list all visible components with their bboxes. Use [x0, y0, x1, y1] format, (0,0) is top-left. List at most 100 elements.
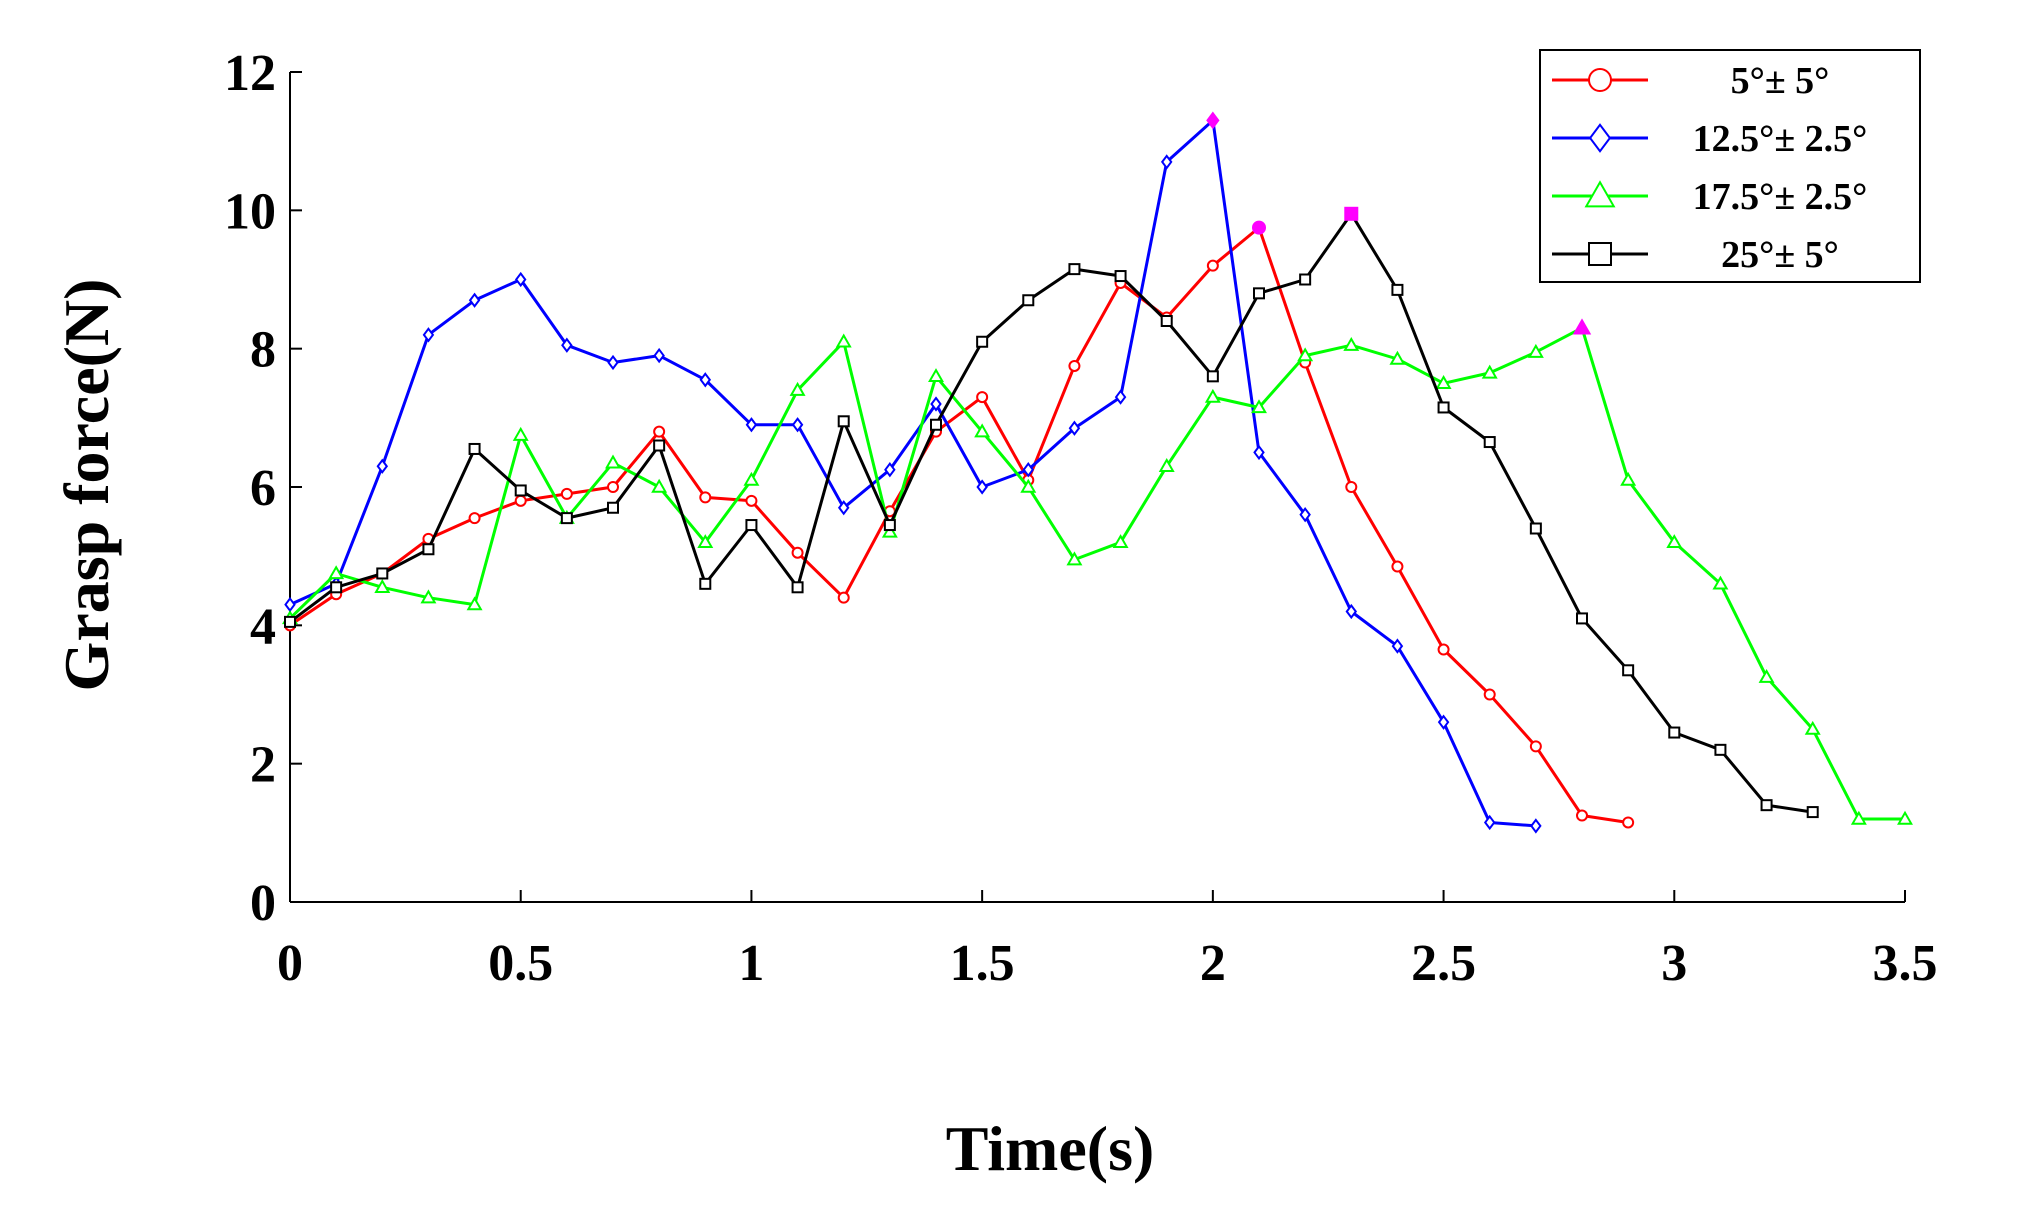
- data-point: [1437, 714, 1450, 730]
- data-point: [1481, 364, 1498, 379]
- series-4: [284, 206, 1819, 819]
- legend-marker: [1588, 68, 1612, 92]
- data-point: [1206, 259, 1219, 272]
- data-point: [607, 354, 619, 371]
- data-point: [1204, 388, 1221, 403]
- legend-entry: 25°± 5°: [1552, 234, 1839, 276]
- data-point: [1251, 399, 1267, 414]
- data-point: [976, 479, 988, 495]
- data-point: [1622, 816, 1635, 829]
- data-point: [1391, 638, 1404, 654]
- data-point: [745, 494, 758, 507]
- data-point: [328, 565, 345, 580]
- x-tick-label: 3: [1661, 935, 1687, 992]
- y-tick-label: 8: [250, 322, 276, 379]
- data-point: [1804, 720, 1821, 735]
- peak-point: [1344, 206, 1359, 221]
- data-point: [1529, 740, 1542, 753]
- data-point: [653, 439, 666, 452]
- data-point: [514, 494, 527, 507]
- series-3: [282, 318, 1913, 825]
- data-point: [468, 292, 481, 308]
- data-point: [514, 484, 527, 497]
- legend-entry: 12.5°± 2.5°: [1552, 118, 1867, 160]
- data-point: [699, 577, 712, 590]
- data-point: [1620, 471, 1637, 486]
- data-point: [422, 543, 435, 556]
- data-point: [330, 581, 343, 594]
- data-point: [1160, 315, 1173, 327]
- data-point: [1850, 810, 1867, 825]
- x-tick-label: 2: [1200, 935, 1226, 992]
- data-point: [1760, 799, 1773, 812]
- data-point: [1527, 343, 1544, 358]
- legend-label: 25°± 5°: [1721, 234, 1839, 276]
- data-point: [1066, 551, 1083, 566]
- data-point: [697, 534, 714, 549]
- data-point: [1622, 664, 1635, 677]
- data-point: [743, 471, 760, 486]
- data-point: [1435, 374, 1452, 389]
- data-point: [1530, 818, 1542, 834]
- axes: 0 0.5 1 1.5 2 2.5 3 3.5 0 2 4 6 8 10 12: [224, 45, 1938, 992]
- data-point: [974, 423, 991, 438]
- data-point: [883, 519, 896, 532]
- data-point: [1299, 506, 1311, 523]
- data-point: [1068, 420, 1081, 436]
- data-point: [512, 426, 529, 441]
- data-point: [928, 368, 944, 383]
- data-point: [699, 372, 712, 388]
- data-point: [835, 333, 852, 348]
- data-point: [1068, 359, 1081, 372]
- x-tick-label: 2.5: [1411, 935, 1476, 992]
- data-point: [1343, 336, 1360, 351]
- data-point: [468, 512, 481, 525]
- x-tick-label: 0: [277, 935, 303, 992]
- series-line: [288, 326, 1905, 821]
- y-axis-label: Grasp force(N): [51, 279, 122, 692]
- data-point: [1712, 575, 1729, 590]
- data-point: [1112, 534, 1129, 549]
- data-point: [422, 327, 435, 343]
- series-2: [284, 111, 1542, 834]
- data-point: [976, 335, 989, 348]
- legend-label: 17.5°± 2.5°: [1693, 176, 1868, 218]
- x-tick-label: 1: [738, 935, 764, 992]
- data-point: [1391, 560, 1404, 573]
- data-point: [789, 381, 806, 396]
- data-point: [653, 425, 666, 438]
- data-point: [1437, 401, 1450, 414]
- series-line: [289, 118, 1537, 828]
- data-point: [930, 396, 942, 412]
- data-point: [561, 337, 573, 353]
- legend-marker: [1588, 123, 1612, 153]
- data-point: [791, 581, 804, 594]
- data-point: [1158, 457, 1175, 472]
- data-point: [976, 391, 989, 404]
- x-axis-label: Time(s): [946, 1113, 1155, 1184]
- data-point: [1529, 522, 1542, 535]
- series-1: [284, 220, 1635, 829]
- x-tick-label: 3.5: [1873, 935, 1938, 992]
- data-point: [699, 491, 712, 504]
- series-line: [289, 226, 1629, 824]
- data-point: [884, 462, 896, 478]
- data-point: [1714, 743, 1727, 756]
- data-point: [1299, 273, 1312, 286]
- data-point: [653, 347, 665, 364]
- data-point: [560, 487, 573, 500]
- data-point: [881, 523, 898, 538]
- data-point: [605, 454, 621, 469]
- data-point: [376, 458, 389, 474]
- data-point: [1483, 688, 1496, 701]
- data-point: [1022, 462, 1035, 478]
- y-tick-label: 4: [250, 598, 276, 655]
- data-point: [791, 546, 804, 559]
- data-point: [1020, 478, 1037, 493]
- data-point: [837, 500, 850, 516]
- x-tick-label: 1.5: [950, 935, 1015, 992]
- data-point: [607, 481, 619, 493]
- data-point: [1806, 806, 1819, 819]
- legend-entry: 5°± 5°: [1552, 60, 1829, 102]
- data-point: [930, 418, 942, 431]
